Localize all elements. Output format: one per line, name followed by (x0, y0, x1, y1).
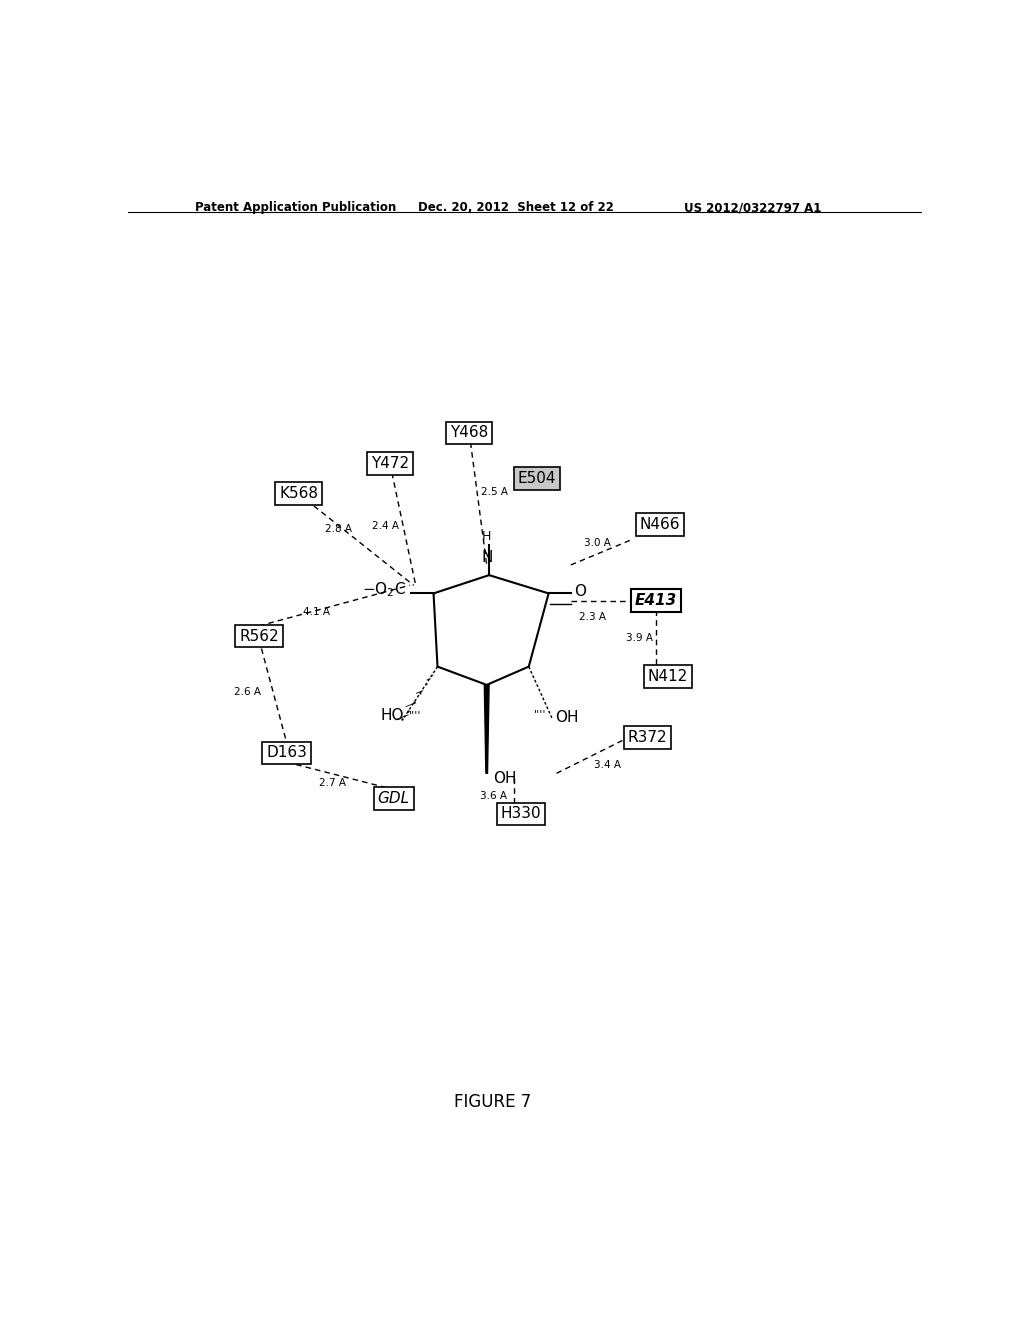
Text: US 2012/0322797 A1: US 2012/0322797 A1 (684, 201, 821, 214)
Text: OH: OH (494, 771, 516, 785)
Text: 2.3 A: 2.3 A (579, 611, 606, 622)
Text: 3.4 A: 3.4 A (594, 760, 621, 770)
Text: HO: HO (381, 708, 404, 723)
Text: N412: N412 (647, 669, 688, 684)
Text: 3.0 A: 3.0 A (585, 537, 611, 548)
Text: O: O (574, 583, 586, 599)
Text: 2.5 A: 2.5 A (481, 487, 508, 496)
Text: OH: OH (555, 710, 579, 725)
Text: 2.4 A: 2.4 A (373, 521, 399, 532)
Text: Dec. 20, 2012  Sheet 12 of 22: Dec. 20, 2012 Sheet 12 of 22 (418, 201, 613, 214)
Text: D163: D163 (266, 746, 307, 760)
Text: H330: H330 (501, 807, 541, 821)
Text: Patent Application Publication: Patent Application Publication (196, 201, 396, 214)
Text: Y472: Y472 (371, 455, 409, 471)
Text: '''': '''' (409, 710, 422, 721)
Text: 4.1 A: 4.1 A (302, 607, 330, 616)
Text: R372: R372 (628, 730, 668, 746)
Text: E504: E504 (517, 471, 556, 486)
Polygon shape (484, 685, 489, 774)
Text: E413: E413 (635, 593, 677, 609)
Text: $-\mathrm{O_2C}$: $-\mathrm{O_2C}$ (361, 579, 406, 599)
Text: 3.9 A: 3.9 A (626, 634, 652, 643)
Text: 2.7 A: 2.7 A (319, 779, 346, 788)
Text: K568: K568 (280, 486, 318, 502)
Text: R562: R562 (240, 628, 279, 644)
Text: '''': '''' (534, 709, 546, 719)
Text: H: H (482, 529, 492, 543)
Text: Y468: Y468 (451, 425, 488, 441)
Text: N: N (481, 550, 493, 565)
Text: FIGURE 7: FIGURE 7 (455, 1093, 531, 1110)
Text: 2.8 A: 2.8 A (325, 524, 352, 535)
Text: GDL: GDL (378, 791, 410, 807)
Text: 3.6 A: 3.6 A (479, 791, 507, 801)
Text: N466: N466 (639, 517, 680, 532)
Text: 2.6 A: 2.6 A (233, 686, 260, 697)
